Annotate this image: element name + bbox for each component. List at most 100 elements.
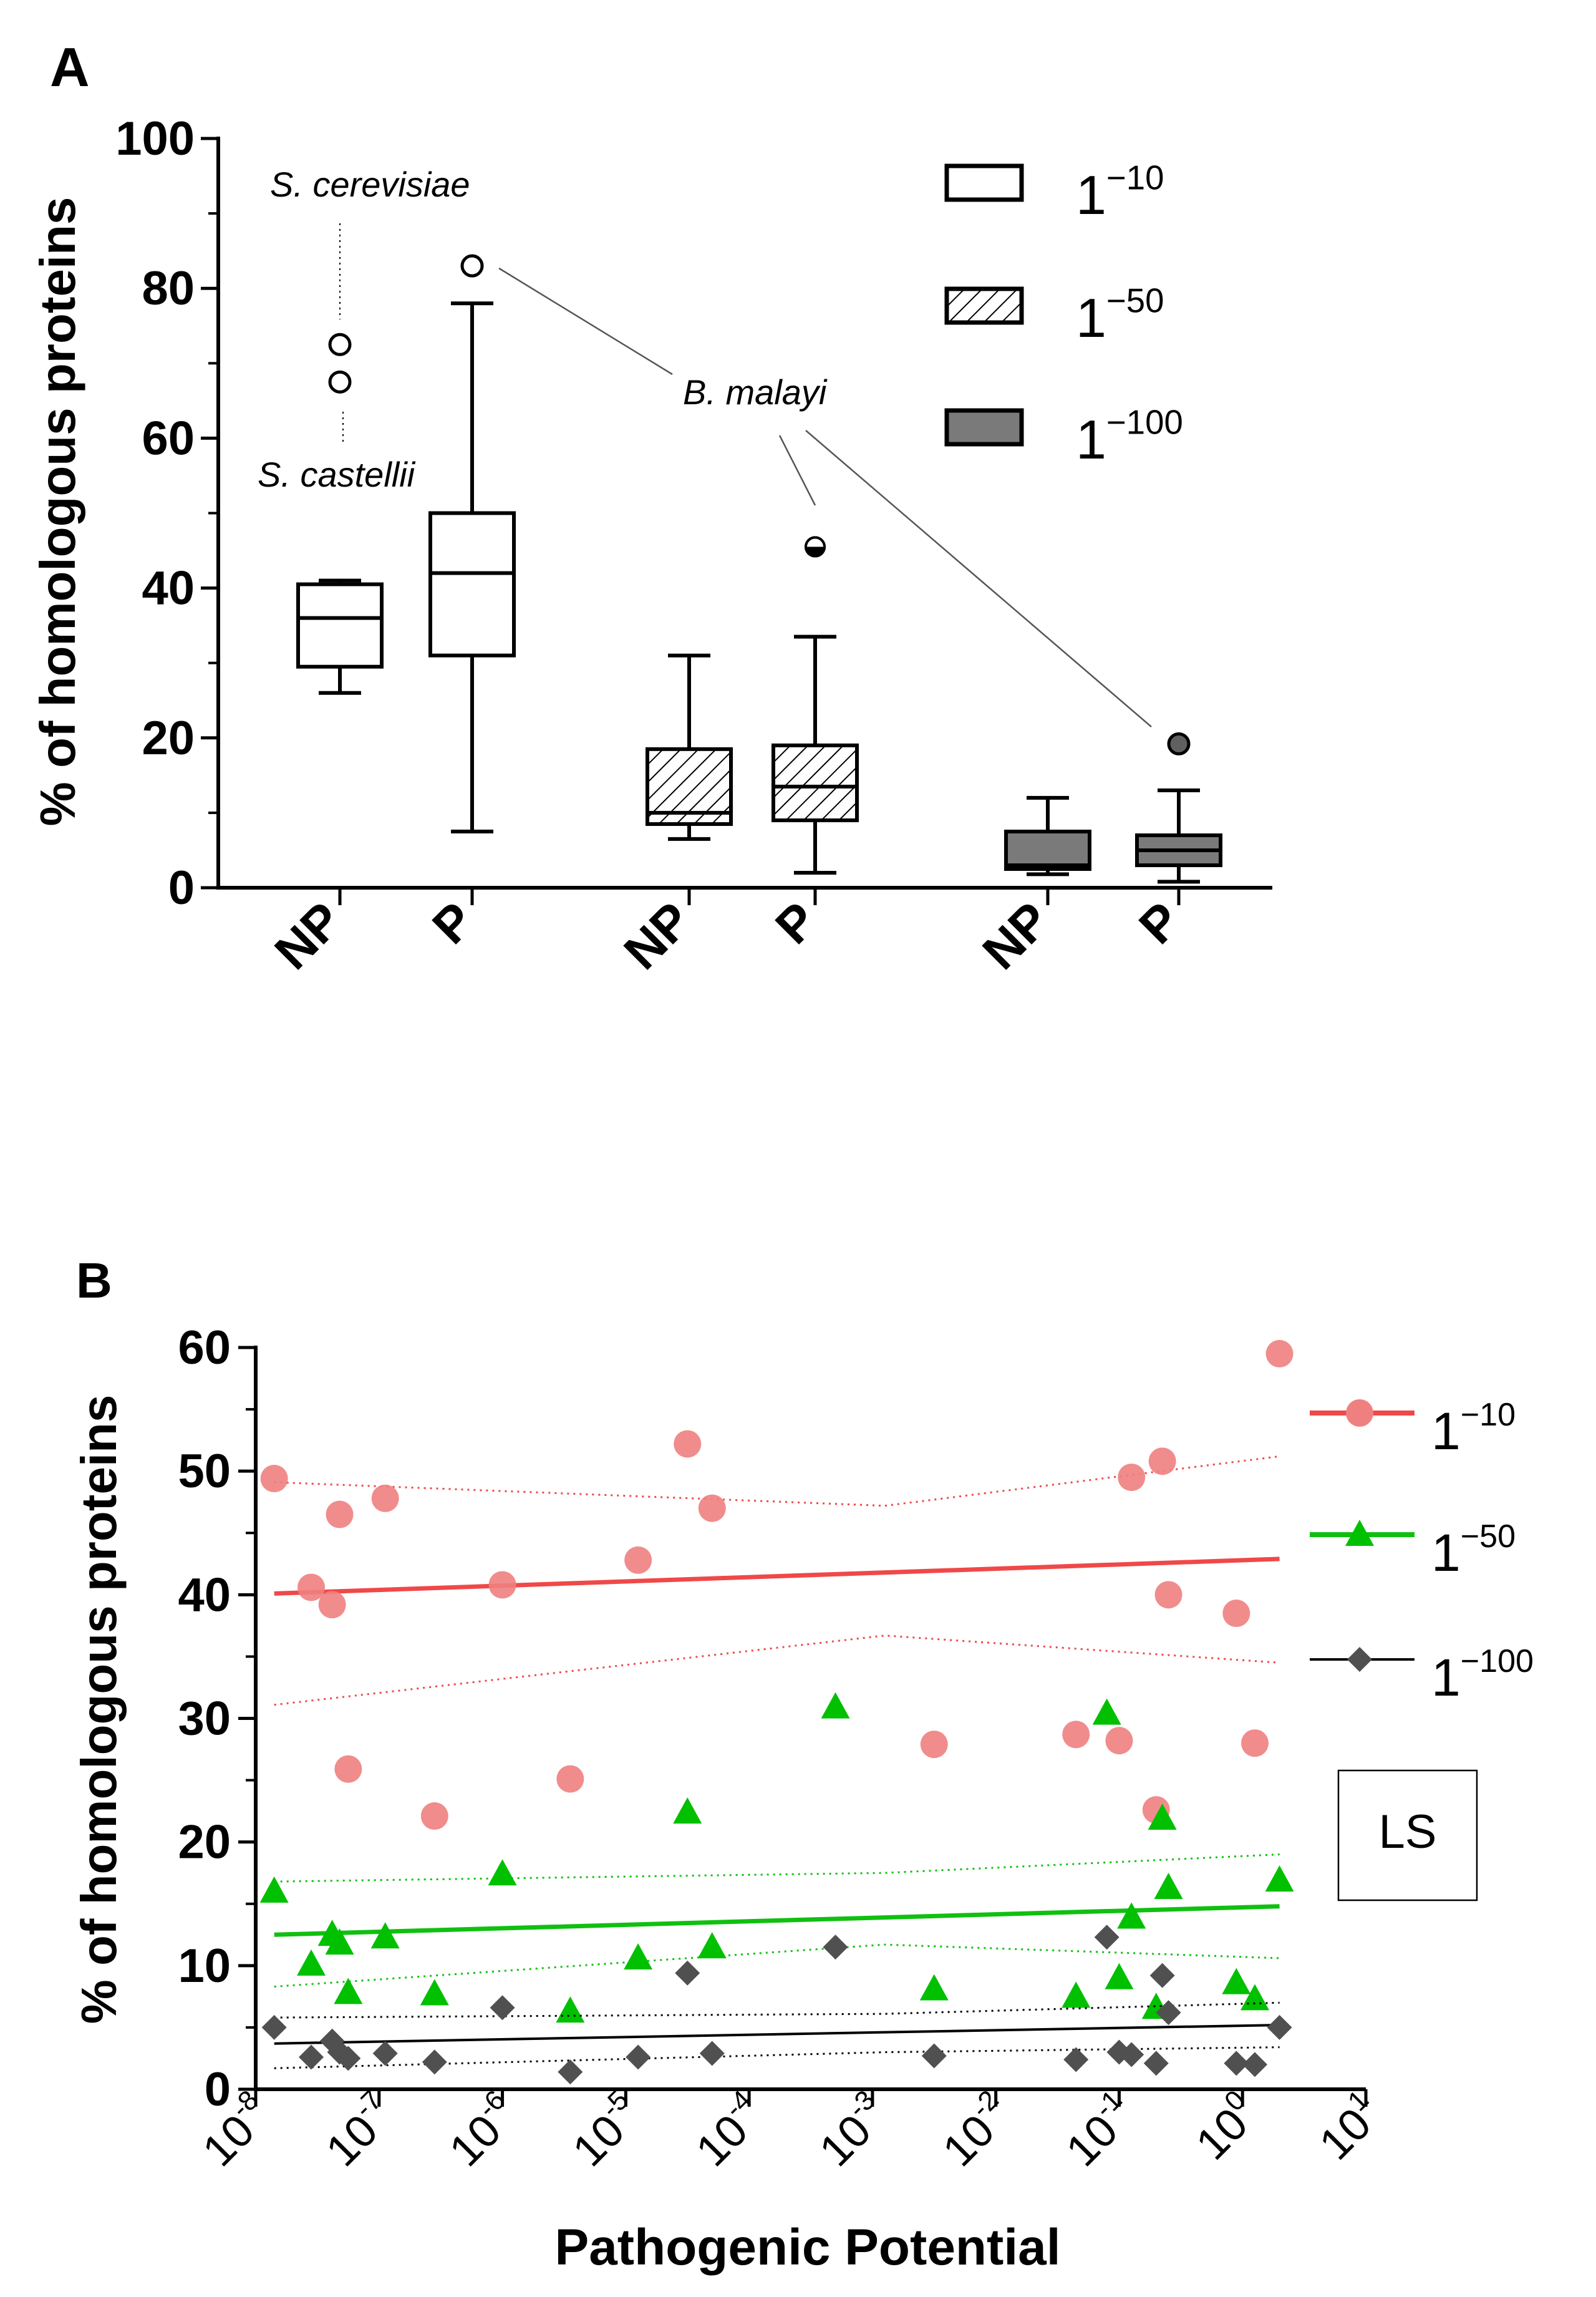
panel-b-letter: B <box>76 1253 112 1308</box>
data-point <box>821 1692 850 1719</box>
y-tick-label: 0 <box>168 862 195 915</box>
data-point <box>260 1465 288 1493</box>
outlier-point <box>1167 732 1191 755</box>
legend-label: 1−50 <box>1431 1518 1516 1582</box>
box-body <box>296 582 384 669</box>
x-tick-text: 101 <box>1307 2085 1391 2170</box>
data-point <box>1222 1968 1251 1994</box>
panel-a-x-tick-labels: NP P NP P NP P <box>264 891 1192 980</box>
panel-b-axes <box>254 1346 1366 2091</box>
data-point <box>1241 1729 1269 1757</box>
legend-label: 1−10 <box>1076 158 1164 226</box>
x-tick-text: 10-7 <box>314 2085 405 2176</box>
annotation-line-b-malayi-2 <box>778 435 816 506</box>
y-tick-label: 30 <box>178 1692 231 1746</box>
annotation-s-cerevisiae: S. cerevisiae <box>270 165 470 204</box>
x-tick-text: 10-6 <box>437 2085 528 2176</box>
data-point <box>259 1876 289 1903</box>
box-np-0 <box>296 578 384 905</box>
data-point <box>674 1430 702 1458</box>
data-point <box>325 1928 354 1955</box>
data-point <box>488 1571 516 1599</box>
data-point <box>318 1591 346 1619</box>
data-point <box>556 1996 585 2023</box>
data-point <box>698 1494 726 1522</box>
x-tick-label: 10-5 <box>563 2085 634 2176</box>
y-tick-label: 10 <box>178 1940 231 1993</box>
data-point <box>699 2041 725 2066</box>
data-point <box>1105 1963 1134 1989</box>
data-point <box>420 1802 448 1830</box>
box-p-1 <box>428 301 516 905</box>
data-point <box>697 1932 727 1959</box>
data-point <box>920 1731 948 1759</box>
legend-item-1: 1−50 <box>1310 1518 1516 1582</box>
data-point <box>921 2043 947 2069</box>
data-point <box>1148 1804 1177 1830</box>
series-diamond <box>261 1925 1292 2085</box>
x-tick-text: 10-2 <box>930 2085 1021 2176</box>
panel-a-letter: A <box>50 36 90 98</box>
y-tick-label: 100 <box>115 112 195 165</box>
data-point <box>624 1546 652 1574</box>
data-point <box>1242 2052 1267 2077</box>
data-point <box>558 2059 583 2085</box>
annotation-line-b-malayi-3 <box>805 430 1152 727</box>
x-tick-text: 10-1 <box>1053 2085 1144 2176</box>
ci-upper-line <box>274 1853 1280 1883</box>
data-point <box>673 1797 702 1824</box>
y-tick-label: 0 <box>205 2063 231 2116</box>
legend-item-0: 1−10 <box>1310 1397 1516 1460</box>
x-tick-label-p: P <box>422 891 485 954</box>
panel-b-y-axis-title: % of homologous proteins <box>71 1395 127 2024</box>
x-tick-label: 101 <box>1307 2085 1391 2170</box>
data-point <box>1118 1464 1146 1492</box>
panel-b-x-axis-title: Pathogenic Potential <box>555 2219 1061 2276</box>
legend-label: 1−50 <box>1076 281 1164 349</box>
data-point <box>1265 1339 1294 1367</box>
x-tick-label: 10-3 <box>810 2085 881 2176</box>
x-tick-label: 10-1 <box>1053 2085 1144 2176</box>
legend-item-2: 1−100 <box>1310 1643 1534 1707</box>
data-point <box>1119 2042 1144 2067</box>
outlier-outline <box>805 536 826 558</box>
data-point <box>1224 2051 1249 2076</box>
annotation-b-malayi: B. malayi <box>683 372 828 412</box>
box-body <box>428 511 516 658</box>
x-tick-label-p: P <box>765 891 828 954</box>
legend-item-2: 1−100 <box>944 403 1183 470</box>
y-tick-label: 60 <box>142 412 195 465</box>
series-circle <box>260 1339 1294 1830</box>
data-point <box>1154 1581 1182 1609</box>
data-point <box>336 2046 361 2071</box>
panel-b-series <box>259 1339 1294 2085</box>
y-tick-label: 20 <box>178 1816 231 1869</box>
data-point <box>1148 1447 1176 1475</box>
y-tick-label: 50 <box>178 1445 231 1498</box>
y-tick-label: 80 <box>142 262 195 315</box>
ls-label: LS <box>1379 1805 1437 1858</box>
y-tick-label: 60 <box>178 1321 231 1374</box>
data-point <box>261 2014 287 2040</box>
box-p-3 <box>771 634 859 905</box>
panel-b-x-ticks: 10-810-710-610-510-410-310-210-1 100 101 <box>193 2085 1391 2176</box>
ci-lower-line <box>274 2046 1280 2069</box>
ci-upper-line <box>274 2001 1280 2019</box>
data-point <box>919 1974 949 2001</box>
panel-a-outliers <box>328 254 1191 755</box>
data-point <box>326 1500 354 1528</box>
x-tick-label: 10-2 <box>930 2085 1021 2176</box>
y-tick-label: 40 <box>142 562 195 615</box>
panel-b: B % of homologous proteins Pathogenic Po… <box>71 1253 1534 2276</box>
legend-swatch <box>944 163 1024 202</box>
box-np-4 <box>1004 795 1091 905</box>
outlier-half-filled <box>805 536 826 558</box>
x-tick-label: 100 <box>1187 2085 1257 2170</box>
data-point <box>488 1859 517 1886</box>
data-point <box>371 1484 399 1512</box>
data-point <box>823 1935 848 1960</box>
data-point <box>675 1960 700 1986</box>
ci-lower-line <box>274 1943 1280 1988</box>
ci-lower-line <box>274 1634 1280 1706</box>
data-point <box>1062 1981 1091 2008</box>
